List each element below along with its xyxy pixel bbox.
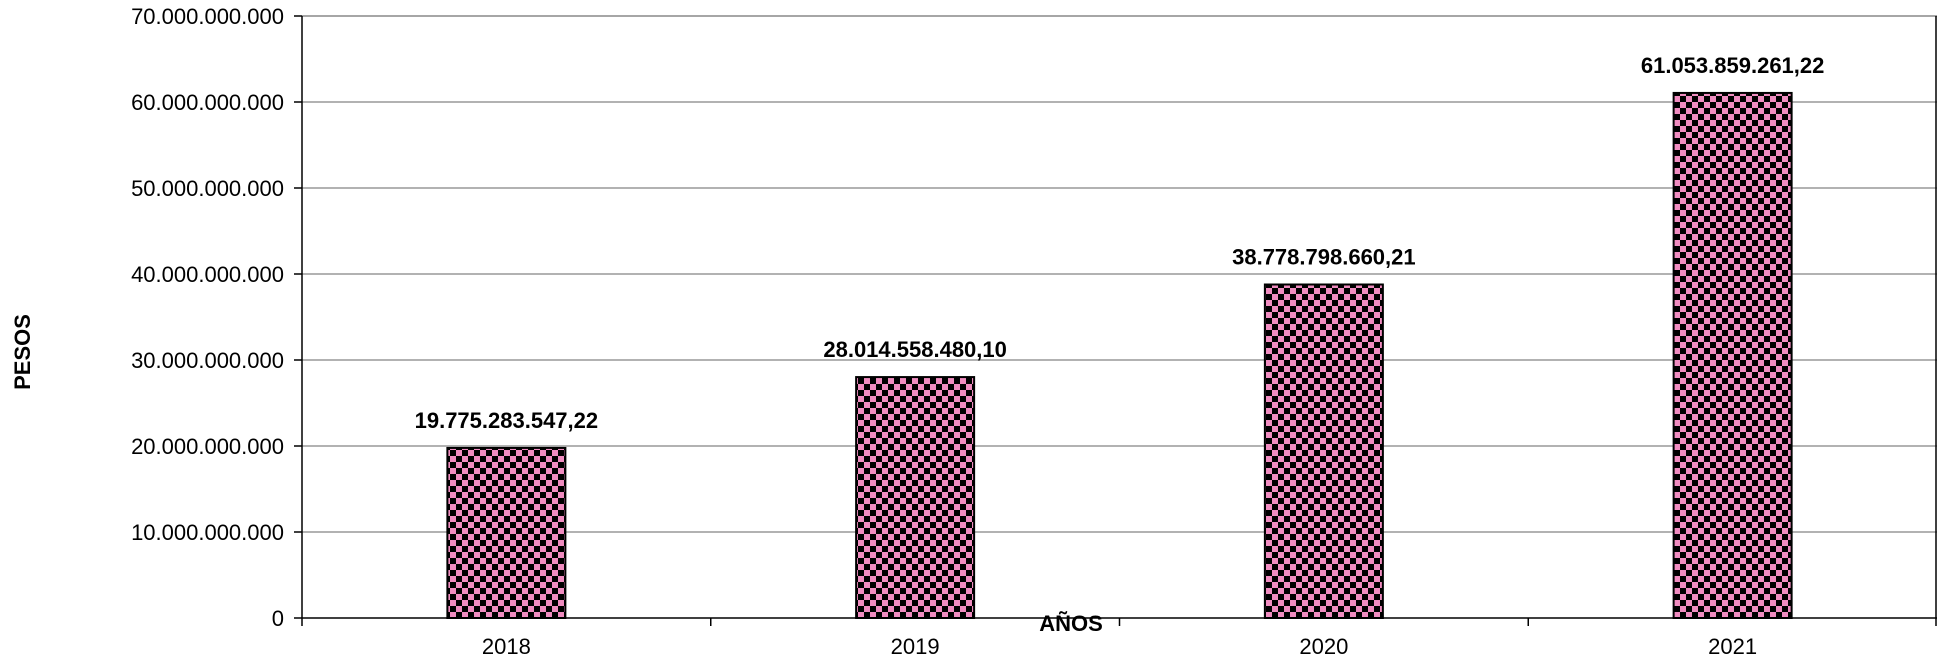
data-label-2019: 28.014.558.480,10 xyxy=(823,337,1007,362)
bar-2020 xyxy=(1263,283,1384,619)
y-tick-label: 0 xyxy=(272,606,284,631)
x-axis-title: AÑOS xyxy=(1039,611,1103,636)
y-tick-label: 10.000.000.000 xyxy=(131,520,284,545)
bar-2019 xyxy=(855,376,976,619)
gridlines xyxy=(302,15,1937,533)
bar-2021 xyxy=(1672,91,1793,619)
y-tick-label: 40.000.000.000 xyxy=(131,262,284,287)
data-label-2018: 19.775.283.547,22 xyxy=(415,408,599,433)
y-tick-label: 60.000.000.000 xyxy=(131,90,284,115)
y-axis-title: PESOS xyxy=(10,314,35,390)
x-tick-label-2020: 2020 xyxy=(1299,634,1348,659)
axes xyxy=(294,15,1937,626)
data-label-2020: 38.778.798.660,21 xyxy=(1232,245,1416,270)
bars xyxy=(446,91,1793,619)
x-tick-label-2018: 2018 xyxy=(482,634,531,659)
data-label-2021: 61.053.859.261,22 xyxy=(1641,53,1825,78)
y-tick-label: 50.000.000.000 xyxy=(131,176,284,201)
bar-2018 xyxy=(446,446,567,619)
x-tick-label-2021: 2021 xyxy=(1708,634,1757,659)
y-tick-label: 70.000.000.000 xyxy=(131,4,284,29)
x-tick-label-2019: 2019 xyxy=(891,634,940,659)
y-tick-label: 20.000.000.000 xyxy=(131,434,284,459)
y-tick-label: 30.000.000.000 xyxy=(131,348,284,373)
labels: 0 10.000.000.000 20.000.000.000 30.000.000.… xyxy=(131,4,1824,659)
